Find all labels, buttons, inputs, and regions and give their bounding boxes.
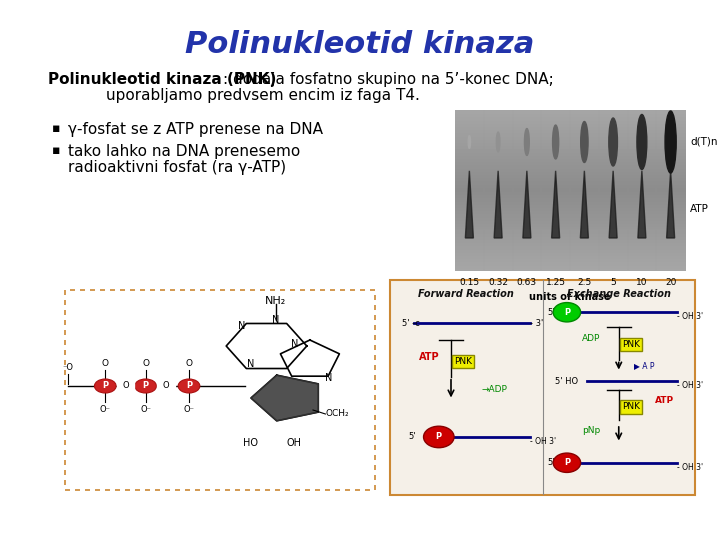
Text: O: O — [102, 360, 109, 368]
Circle shape — [553, 453, 580, 472]
Text: →ADP: →ADP — [482, 385, 508, 394]
Text: 2.5: 2.5 — [577, 278, 592, 287]
Text: P: P — [186, 381, 192, 390]
Text: Polinukleotid kinaza: Polinukleotid kinaza — [185, 30, 535, 59]
Text: ▪: ▪ — [52, 122, 60, 135]
Text: O: O — [163, 381, 169, 390]
Text: ▪: ▪ — [52, 144, 60, 157]
Polygon shape — [523, 171, 531, 238]
Text: uporabljamo predvsem encim iz faga T4.: uporabljamo predvsem encim iz faga T4. — [106, 88, 420, 103]
Text: N: N — [325, 373, 332, 383]
Text: 0.15: 0.15 — [459, 278, 480, 287]
Circle shape — [609, 118, 618, 166]
Text: - 3': - 3' — [531, 319, 544, 327]
Polygon shape — [609, 171, 617, 238]
Text: PNK: PNK — [622, 402, 640, 411]
Text: P: P — [143, 381, 148, 390]
Polygon shape — [552, 171, 559, 238]
Text: d(T)n: d(T)n — [690, 137, 718, 147]
Text: O: O — [142, 360, 149, 368]
Bar — [65, 290, 375, 490]
Text: γ-fosfat se z ATP prenese na DNA: γ-fosfat se z ATP prenese na DNA — [68, 122, 323, 137]
Circle shape — [423, 426, 454, 448]
Text: - OH 3': - OH 3' — [531, 437, 557, 445]
Text: ATP: ATP — [690, 204, 709, 214]
Text: 0.32: 0.32 — [488, 278, 508, 287]
Text: N: N — [291, 339, 298, 349]
Text: 5' HO: 5' HO — [554, 376, 578, 386]
Text: O⁻: O⁻ — [184, 406, 194, 415]
Text: 1.25: 1.25 — [546, 278, 566, 287]
Text: P: P — [564, 458, 570, 467]
Text: O⁻: O⁻ — [100, 406, 111, 415]
Text: PNK: PNK — [622, 340, 640, 349]
Text: N: N — [238, 321, 246, 331]
Circle shape — [524, 129, 529, 156]
Circle shape — [178, 379, 200, 393]
Text: units of kinase: units of kinase — [529, 292, 611, 302]
Polygon shape — [494, 171, 502, 238]
Circle shape — [94, 379, 116, 393]
Text: pNp: pNp — [582, 426, 600, 435]
Circle shape — [468, 136, 471, 148]
Text: O: O — [253, 381, 261, 391]
Polygon shape — [580, 171, 588, 238]
Text: 20: 20 — [665, 278, 676, 287]
Polygon shape — [251, 375, 318, 421]
Text: 5' -c: 5' -c — [402, 319, 420, 327]
Text: - OH 3': - OH 3' — [677, 312, 703, 321]
Text: O: O — [186, 360, 192, 368]
Text: NH₂: NH₂ — [265, 296, 287, 306]
Text: tako lahko na DNA prenesemo: tako lahko na DNA prenesemo — [68, 144, 300, 159]
Text: Exchange Reaction: Exchange Reaction — [567, 288, 671, 299]
Text: : dodaja fosfatno skupino na 5’-konec DNA;: : dodaja fosfatno skupino na 5’-konec DN… — [223, 72, 554, 87]
Text: Polinukleotid kinaza (PNK): Polinukleotid kinaza (PNK) — [48, 72, 276, 87]
Circle shape — [135, 379, 156, 393]
Text: P: P — [564, 308, 570, 317]
Circle shape — [637, 114, 647, 170]
Text: OCH₂: OCH₂ — [325, 409, 349, 418]
Text: HO: HO — [243, 438, 258, 448]
Text: Forward Reaction: Forward Reaction — [418, 288, 514, 299]
Text: P: P — [436, 433, 442, 442]
Circle shape — [581, 122, 588, 163]
Text: N: N — [247, 359, 255, 369]
Bar — [390, 280, 695, 495]
Polygon shape — [638, 171, 646, 238]
Text: 5': 5' — [408, 433, 416, 442]
Circle shape — [665, 111, 676, 173]
Text: - OH 3': - OH 3' — [677, 381, 703, 390]
Text: OH: OH — [287, 438, 302, 448]
Text: ⁻O: ⁻O — [63, 363, 73, 373]
Text: N: N — [272, 315, 279, 325]
Text: 5': 5' — [547, 458, 554, 467]
Text: ATP: ATP — [419, 353, 440, 362]
Text: PNK: PNK — [454, 357, 472, 366]
Polygon shape — [667, 171, 675, 238]
Text: ATP: ATP — [654, 396, 674, 405]
Text: O: O — [122, 381, 129, 390]
Text: ADP: ADP — [582, 334, 600, 342]
Text: 5': 5' — [547, 308, 554, 317]
Text: ▶ A P: ▶ A P — [634, 361, 654, 370]
Circle shape — [496, 132, 500, 152]
Text: 0.63: 0.63 — [517, 278, 537, 287]
Circle shape — [553, 302, 580, 322]
Text: O⁻: O⁻ — [140, 406, 151, 415]
Text: 10: 10 — [636, 278, 647, 287]
Polygon shape — [465, 171, 474, 238]
Text: P: P — [102, 381, 109, 390]
Circle shape — [552, 125, 559, 159]
Text: radioaktivni fosfat (ra γ-ATP): radioaktivni fosfat (ra γ-ATP) — [68, 160, 286, 175]
Text: 5: 5 — [611, 278, 616, 287]
Text: - OH 3': - OH 3' — [677, 463, 703, 471]
